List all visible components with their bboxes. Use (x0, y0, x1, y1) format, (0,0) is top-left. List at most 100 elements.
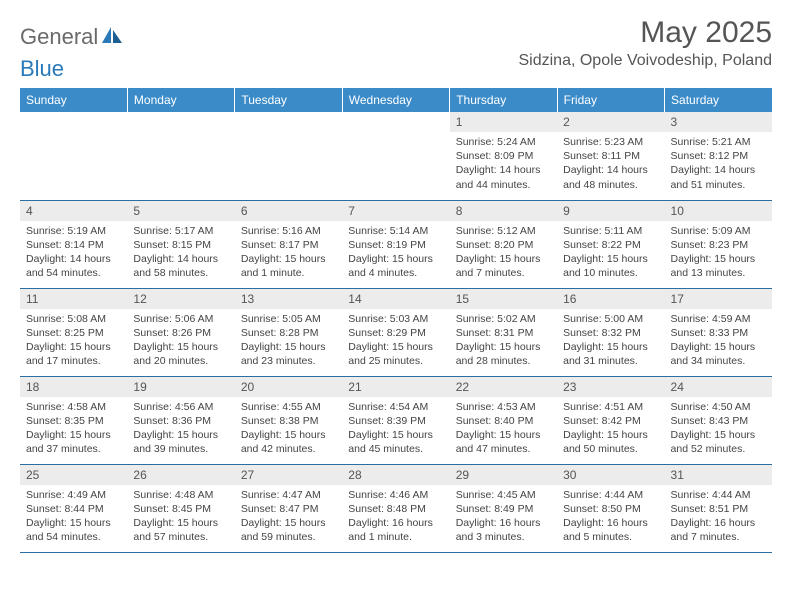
day-details: Sunrise: 5:24 AMSunset: 8:09 PMDaylight:… (450, 132, 557, 196)
day-details: Sunrise: 5:16 AMSunset: 8:17 PMDaylight:… (235, 221, 342, 285)
calendar-day-cell: 13Sunrise: 5:05 AMSunset: 8:28 PMDayligh… (235, 288, 342, 376)
calendar-day-cell: 3Sunrise: 5:21 AMSunset: 8:12 PMDaylight… (665, 112, 772, 200)
day-number: 18 (20, 377, 127, 397)
day-number: 2 (557, 112, 664, 132)
day-details: Sunrise: 4:49 AMSunset: 8:44 PMDaylight:… (20, 485, 127, 549)
calendar-day-cell: 18Sunrise: 4:58 AMSunset: 8:35 PMDayligh… (20, 376, 127, 464)
calendar-day-cell: 26Sunrise: 4:48 AMSunset: 8:45 PMDayligh… (127, 464, 234, 552)
calendar-day-cell: 27Sunrise: 4:47 AMSunset: 8:47 PMDayligh… (235, 464, 342, 552)
day-details: Sunrise: 4:54 AMSunset: 8:39 PMDaylight:… (342, 397, 449, 461)
weekday-header: Saturday (665, 88, 772, 112)
calendar-week-row: 11Sunrise: 5:08 AMSunset: 8:25 PMDayligh… (20, 288, 772, 376)
day-number: 17 (665, 289, 772, 309)
day-details: Sunrise: 4:44 AMSunset: 8:51 PMDaylight:… (665, 485, 772, 549)
day-details: Sunrise: 5:19 AMSunset: 8:14 PMDaylight:… (20, 221, 127, 285)
calendar-table: SundayMondayTuesdayWednesdayThursdayFrid… (20, 88, 772, 553)
day-number: 5 (127, 201, 234, 221)
day-details: Sunrise: 4:48 AMSunset: 8:45 PMDaylight:… (127, 485, 234, 549)
day-number: 7 (342, 201, 449, 221)
logo-sail-icon (102, 27, 124, 48)
day-details: Sunrise: 5:17 AMSunset: 8:15 PMDaylight:… (127, 221, 234, 285)
calendar-week-row: 4Sunrise: 5:19 AMSunset: 8:14 PMDaylight… (20, 200, 772, 288)
weekday-header: Friday (557, 88, 664, 112)
day-details: Sunrise: 5:14 AMSunset: 8:19 PMDaylight:… (342, 221, 449, 285)
calendar-day-cell: 28Sunrise: 4:46 AMSunset: 8:48 PMDayligh… (342, 464, 449, 552)
day-details: Sunrise: 5:21 AMSunset: 8:12 PMDaylight:… (665, 132, 772, 196)
calendar-day-cell: 23Sunrise: 4:51 AMSunset: 8:42 PMDayligh… (557, 376, 664, 464)
calendar-body: ........1Sunrise: 5:24 AMSunset: 8:09 PM… (20, 112, 772, 552)
calendar-day-cell: 24Sunrise: 4:50 AMSunset: 8:43 PMDayligh… (665, 376, 772, 464)
day-number: 4 (20, 201, 127, 221)
day-details: Sunrise: 5:23 AMSunset: 8:11 PMDaylight:… (557, 132, 664, 196)
weekday-header: Sunday (20, 88, 127, 112)
day-details: Sunrise: 4:53 AMSunset: 8:40 PMDaylight:… (450, 397, 557, 461)
calendar-day-cell: 9Sunrise: 5:11 AMSunset: 8:22 PMDaylight… (557, 200, 664, 288)
calendar-day-cell: 1Sunrise: 5:24 AMSunset: 8:09 PMDaylight… (450, 112, 557, 200)
day-details: Sunrise: 4:51 AMSunset: 8:42 PMDaylight:… (557, 397, 664, 461)
logo-text-blue: Blue (20, 56, 64, 82)
day-number: 12 (127, 289, 234, 309)
calendar-day-cell: 11Sunrise: 5:08 AMSunset: 8:25 PMDayligh… (20, 288, 127, 376)
day-details: Sunrise: 5:11 AMSunset: 8:22 PMDaylight:… (557, 221, 664, 285)
calendar-day-cell: 6Sunrise: 5:16 AMSunset: 8:17 PMDaylight… (235, 200, 342, 288)
calendar-day-cell: 10Sunrise: 5:09 AMSunset: 8:23 PMDayligh… (665, 200, 772, 288)
day-number: 14 (342, 289, 449, 309)
calendar-day-cell: 31Sunrise: 4:44 AMSunset: 8:51 PMDayligh… (665, 464, 772, 552)
calendar-day-cell: 25Sunrise: 4:49 AMSunset: 8:44 PMDayligh… (20, 464, 127, 552)
calendar-head: SundayMondayTuesdayWednesdayThursdayFrid… (20, 88, 772, 112)
day-number: 29 (450, 465, 557, 485)
day-number: 6 (235, 201, 342, 221)
day-details: Sunrise: 5:12 AMSunset: 8:20 PMDaylight:… (450, 221, 557, 285)
weekday-header: Thursday (450, 88, 557, 112)
weekday-header: Wednesday (342, 88, 449, 112)
day-details: Sunrise: 4:50 AMSunset: 8:43 PMDaylight:… (665, 397, 772, 461)
calendar-day-cell: 15Sunrise: 5:02 AMSunset: 8:31 PMDayligh… (450, 288, 557, 376)
day-number: 1 (450, 112, 557, 132)
calendar-day-cell: .. (235, 112, 342, 200)
day-number: 19 (127, 377, 234, 397)
day-details: Sunrise: 5:05 AMSunset: 8:28 PMDaylight:… (235, 309, 342, 373)
calendar-day-cell: 7Sunrise: 5:14 AMSunset: 8:19 PMDaylight… (342, 200, 449, 288)
calendar-day-cell: 21Sunrise: 4:54 AMSunset: 8:39 PMDayligh… (342, 376, 449, 464)
day-number: 26 (127, 465, 234, 485)
day-number: 10 (665, 201, 772, 221)
day-details: Sunrise: 4:58 AMSunset: 8:35 PMDaylight:… (20, 397, 127, 461)
calendar-week-row: ........1Sunrise: 5:24 AMSunset: 8:09 PM… (20, 112, 772, 200)
day-number: 23 (557, 377, 664, 397)
title-block: May 2025 Sidzina, Opole Voivodeship, Pol… (518, 16, 772, 70)
day-number: 9 (557, 201, 664, 221)
calendar-day-cell: 2Sunrise: 5:23 AMSunset: 8:11 PMDaylight… (557, 112, 664, 200)
calendar-day-cell: 17Sunrise: 4:59 AMSunset: 8:33 PMDayligh… (665, 288, 772, 376)
day-number: 16 (557, 289, 664, 309)
day-details: Sunrise: 4:44 AMSunset: 8:50 PMDaylight:… (557, 485, 664, 549)
day-number: 13 (235, 289, 342, 309)
day-details: Sunrise: 5:06 AMSunset: 8:26 PMDaylight:… (127, 309, 234, 373)
day-details: Sunrise: 4:55 AMSunset: 8:38 PMDaylight:… (235, 397, 342, 461)
calendar-day-cell: 12Sunrise: 5:06 AMSunset: 8:26 PMDayligh… (127, 288, 234, 376)
day-details: Sunrise: 5:08 AMSunset: 8:25 PMDaylight:… (20, 309, 127, 373)
calendar-week-row: 18Sunrise: 4:58 AMSunset: 8:35 PMDayligh… (20, 376, 772, 464)
day-number: 28 (342, 465, 449, 485)
calendar-day-cell: 30Sunrise: 4:44 AMSunset: 8:50 PMDayligh… (557, 464, 664, 552)
location-text: Sidzina, Opole Voivodeship, Poland (518, 52, 772, 70)
weekday-row: SundayMondayTuesdayWednesdayThursdayFrid… (20, 88, 772, 112)
calendar-day-cell: 20Sunrise: 4:55 AMSunset: 8:38 PMDayligh… (235, 376, 342, 464)
day-details: Sunrise: 5:03 AMSunset: 8:29 PMDaylight:… (342, 309, 449, 373)
calendar-day-cell: 29Sunrise: 4:45 AMSunset: 8:49 PMDayligh… (450, 464, 557, 552)
day-details: Sunrise: 4:47 AMSunset: 8:47 PMDaylight:… (235, 485, 342, 549)
calendar-day-cell: 5Sunrise: 5:17 AMSunset: 8:15 PMDaylight… (127, 200, 234, 288)
calendar-day-cell: .. (127, 112, 234, 200)
day-number: 24 (665, 377, 772, 397)
calendar-week-row: 25Sunrise: 4:49 AMSunset: 8:44 PMDayligh… (20, 464, 772, 552)
calendar-day-cell: 22Sunrise: 4:53 AMSunset: 8:40 PMDayligh… (450, 376, 557, 464)
day-number: 8 (450, 201, 557, 221)
day-details: Sunrise: 5:09 AMSunset: 8:23 PMDaylight:… (665, 221, 772, 285)
day-details: Sunrise: 5:00 AMSunset: 8:32 PMDaylight:… (557, 309, 664, 373)
day-number: 27 (235, 465, 342, 485)
calendar-day-cell: 14Sunrise: 5:03 AMSunset: 8:29 PMDayligh… (342, 288, 449, 376)
day-number: 15 (450, 289, 557, 309)
day-details: Sunrise: 5:02 AMSunset: 8:31 PMDaylight:… (450, 309, 557, 373)
calendar-day-cell: 4Sunrise: 5:19 AMSunset: 8:14 PMDaylight… (20, 200, 127, 288)
logo: General (20, 24, 126, 50)
day-details: Sunrise: 4:56 AMSunset: 8:36 PMDaylight:… (127, 397, 234, 461)
